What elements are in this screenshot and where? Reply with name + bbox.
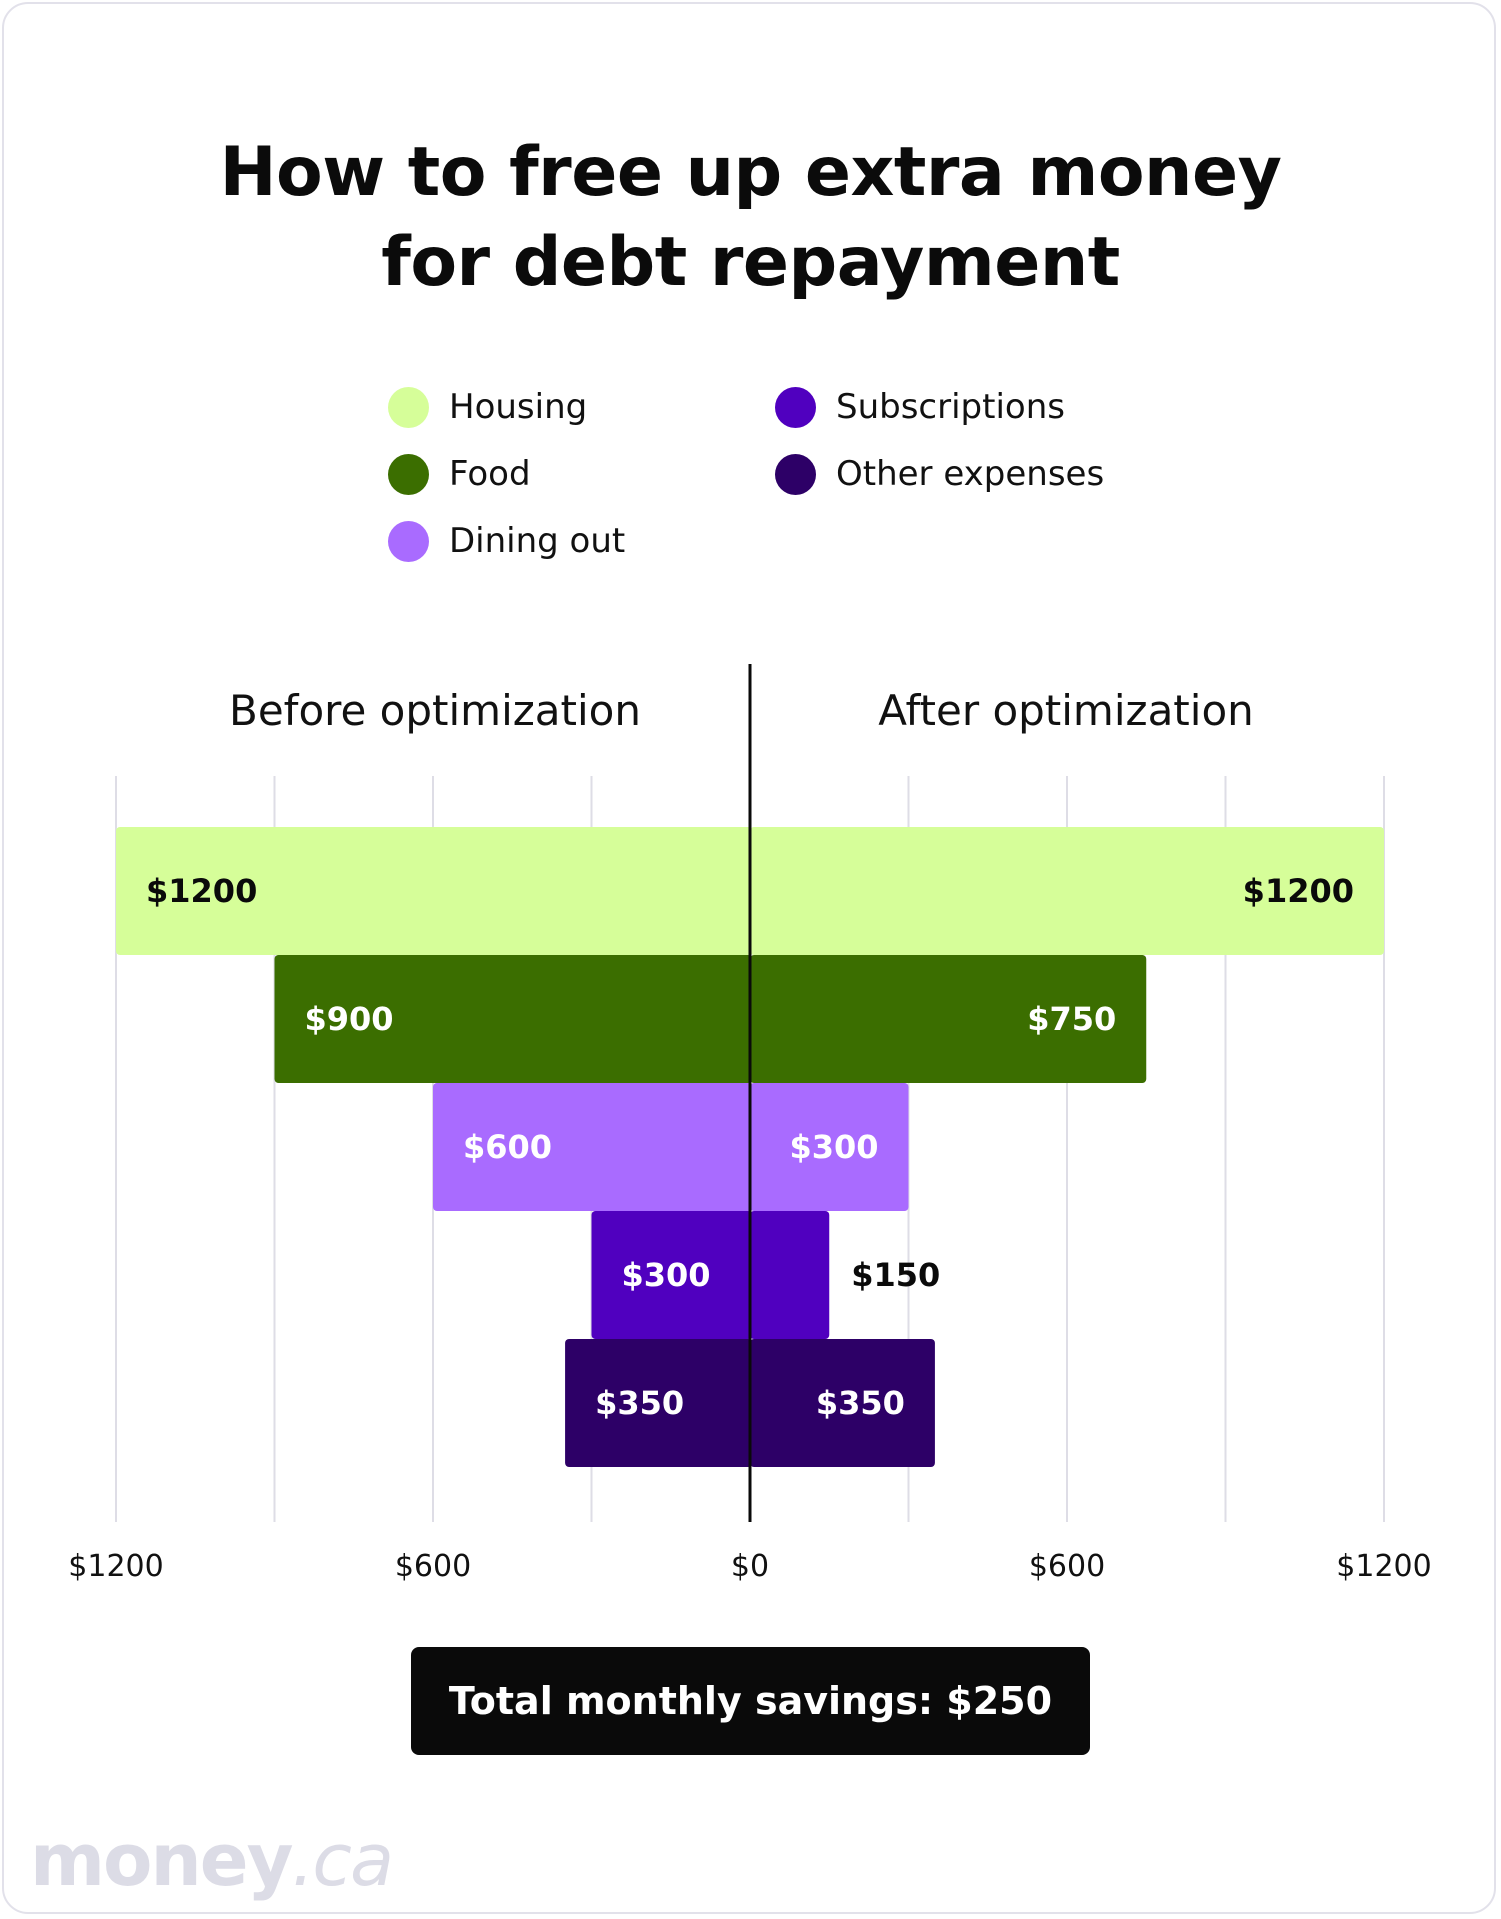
bar-label-before: $350 [595, 1384, 684, 1422]
money-ca-logo: money.ca [30, 1818, 395, 1902]
legend-item-housing: Housing [388, 385, 587, 429]
title-line-1: How to free up extra money [219, 133, 1282, 212]
legend-item-other-expenses: Other expenses [775, 452, 1104, 496]
logo-tld: .ca [291, 1818, 395, 1902]
bar-label-before: $300 [622, 1256, 711, 1294]
diverging-bar-chart: $1200 $1200 $900 $750 $600 $300 $300 $150 $350 $3… [68, 664, 1432, 1584]
before-label: Before optimization [229, 686, 641, 735]
bar-after [750, 827, 1384, 955]
legend-label-food: Food [449, 454, 531, 494]
bar-after [750, 955, 1147, 1083]
bar-before [591, 1211, 752, 1339]
bar-before [565, 1339, 752, 1467]
total-savings-box: Total monthly savings: $250 [411, 1647, 1090, 1755]
legend-swatch-housing [388, 386, 429, 428]
legend-swatch-food [388, 453, 429, 495]
bar-label-before: $600 [463, 1128, 552, 1166]
bar-label-before: $1200 [146, 872, 257, 910]
bar-before [274, 955, 752, 1083]
legend-label-housing: Housing [449, 387, 588, 427]
legend-label-other-expenses: Other expenses [836, 454, 1105, 494]
bar-after [750, 1339, 935, 1467]
bar-label-before: $900 [305, 1000, 394, 1038]
legend-item-dining-out: Dining out [388, 519, 625, 563]
bar-label-after: $300 [789, 1128, 878, 1166]
x-tick-label: $0 [731, 1549, 769, 1584]
total-savings-text: Total monthly savings: $250 [448, 1679, 1053, 1723]
after-label: After optimization [878, 686, 1254, 735]
bar-before [433, 1083, 752, 1211]
legend-swatch-dining-out [388, 520, 429, 562]
bar-label-after: $350 [816, 1384, 905, 1422]
legend-swatch-other-expenses [775, 453, 816, 495]
bar-after [750, 1211, 830, 1339]
legend-swatch-subscriptions [775, 386, 816, 428]
x-tick-label: $1200 [1336, 1549, 1431, 1584]
legend-label-subscriptions: Subscriptions [836, 387, 1065, 427]
bar-after [750, 1083, 909, 1211]
x-tick-label: $600 [395, 1549, 471, 1584]
bar-label-after: $1200 [1243, 872, 1354, 910]
title-line-2: for debt repayment [381, 223, 1120, 302]
x-tick-label: $1200 [68, 1549, 163, 1584]
bar-before [116, 827, 752, 955]
bar-label-after: $150 [851, 1256, 940, 1294]
x-tick-label: $600 [1029, 1549, 1105, 1584]
chart-title: How to free up extra money for debt repa… [0, 128, 1501, 308]
legend-item-food: Food [388, 452, 531, 496]
bar-label-after: $750 [1027, 1000, 1116, 1038]
logo-main: money [30, 1818, 294, 1902]
legend-item-subscriptions: Subscriptions [775, 385, 1065, 429]
legend-label-dining-out: Dining out [449, 521, 626, 561]
